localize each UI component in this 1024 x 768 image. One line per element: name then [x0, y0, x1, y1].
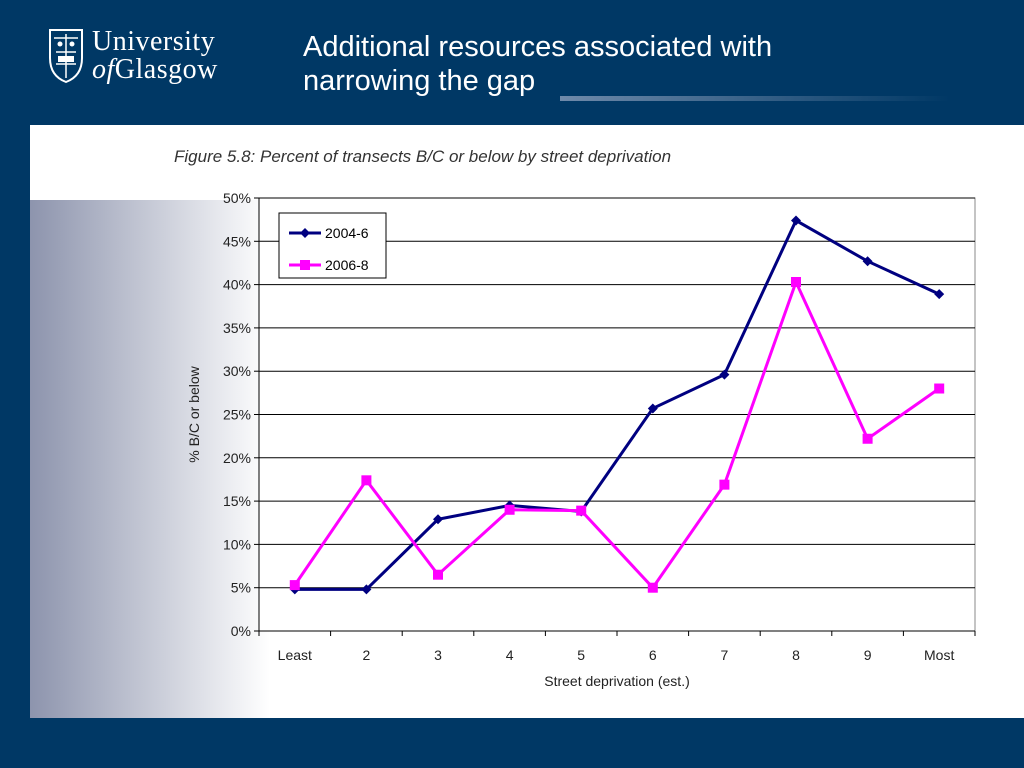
x-tick-label: 7: [721, 647, 729, 663]
legend-label: 2006-8: [325, 257, 369, 273]
y-tick-label: 45%: [223, 233, 251, 249]
data-point-square: [361, 475, 372, 486]
x-tick-label: 6: [649, 647, 657, 663]
crest-icon: [49, 29, 83, 84]
data-point-square: [862, 433, 873, 444]
y-tick-label: 35%: [223, 320, 251, 336]
data-point-diamond: [433, 514, 443, 525]
title-underline-rule: [560, 96, 950, 101]
data-point-square: [647, 582, 658, 593]
content-panel: Figure 5.8: Percent of transects B/C or …: [30, 125, 1024, 718]
data-point-square: [934, 383, 945, 394]
slide-title-line2: narrowing the gap: [303, 65, 536, 97]
data-point-square: [576, 505, 587, 516]
data-point-diamond: [934, 289, 945, 300]
data-point-diamond: [719, 369, 730, 380]
data-point-diamond: [647, 403, 658, 414]
x-tick-label: Least: [278, 647, 312, 663]
x-axis-title: Street deprivation (est.): [544, 673, 690, 689]
data-point-diamond: [862, 256, 873, 267]
x-tick-label: 2: [363, 647, 371, 663]
x-tick-label: 9: [864, 647, 872, 663]
x-tick-label: Most: [924, 647, 954, 663]
x-tick-label: 5: [577, 647, 585, 663]
y-tick-label: 5%: [231, 580, 251, 596]
figure-caption: Figure 5.8: Percent of transects B/C or …: [174, 147, 672, 166]
legend-marker: [300, 228, 310, 238]
x-tick-label: 3: [434, 647, 442, 663]
y-tick-label: 20%: [223, 450, 251, 466]
y-tick-label: 0%: [231, 623, 251, 639]
data-point-square: [719, 479, 730, 490]
x-tick-label: 4: [506, 647, 514, 663]
y-tick-label: 40%: [223, 277, 251, 293]
logo-text-glasgow: ofGlasgow: [92, 54, 218, 86]
slide-title-line1: Additional resources associated with: [303, 31, 773, 63]
y-tick-label: 15%: [223, 493, 251, 509]
logo-text-of: of: [92, 54, 115, 85]
slide-header: University ofGlasgow Additional resource…: [0, 0, 1024, 125]
logo-text-university: University: [92, 26, 216, 57]
data-point-square: [433, 569, 443, 580]
logo-text-glasgow-word: Glasgow: [114, 54, 218, 85]
series-line: [293, 278, 941, 591]
series-2006-8: [289, 277, 945, 593]
panel-gradient-decoration: [30, 200, 270, 718]
data-point-square: [791, 277, 801, 288]
university-logo: University ofGlasgow: [48, 26, 228, 92]
line-chart: 0% 5% 10% 15% 20% 25% 30% 35% 40% 45% 50% Least 2 3 4 5…: [186, 190, 976, 689]
legend-marker: [300, 260, 310, 270]
chart-axes: 0% 5% 10% 15% 20% 25% 30% 35% 40% 45% 50% Least 2 3 4 5…: [186, 190, 976, 689]
chart-legend: 2004-6 2006-8: [278, 212, 387, 279]
y-axis-title: % B/C or below: [186, 365, 202, 462]
y-tick-label: 25%: [223, 407, 251, 423]
y-tick-label: 10%: [223, 536, 251, 552]
x-tick-label: 8: [792, 647, 800, 663]
legend-label: 2004-6: [325, 225, 369, 241]
series-line: [294, 218, 940, 591]
legend-box: [278, 212, 387, 279]
y-tick-label: 50%: [223, 190, 251, 206]
data-point-square: [504, 504, 515, 515]
data-point-diamond: [361, 584, 372, 595]
y-tick-label: 30%: [223, 363, 251, 379]
data-point-square: [289, 580, 300, 591]
chart-series: [289, 215, 945, 595]
series-2004-6: [289, 215, 945, 595]
data-point-diamond: [791, 215, 801, 226]
slide-title: Additional resources associated with nar…: [303, 30, 943, 98]
